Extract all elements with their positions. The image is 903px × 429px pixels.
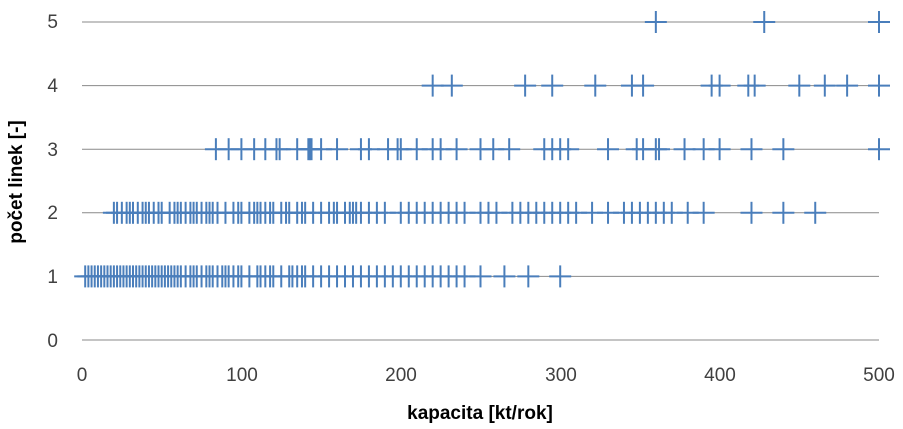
data-point-plus-marker xyxy=(740,201,763,224)
data-point-plus-marker xyxy=(804,201,827,224)
data-point-plus-marker xyxy=(648,138,671,161)
x-axis-tick-labels: 0 100 200 300 400 500 xyxy=(77,365,895,386)
x-tick-label: 400 xyxy=(704,365,736,386)
data-point-plus-marker xyxy=(644,11,667,33)
x-tick-label: 300 xyxy=(545,365,577,386)
data-point-plus-marker xyxy=(498,138,521,161)
y-tick-label: 3 xyxy=(47,140,58,161)
data-point-plus-marker xyxy=(357,138,380,161)
data-point-plus-marker xyxy=(788,74,811,97)
data-point-plus-marker xyxy=(445,138,468,161)
data-point-plus-marker xyxy=(868,138,890,161)
data-point-plus-marker xyxy=(493,265,516,288)
data-point-plus-marker xyxy=(772,138,795,161)
data-point-plus-marker xyxy=(421,74,444,97)
data-point-plus-marker xyxy=(557,138,580,161)
data-point-plus-marker xyxy=(632,74,655,97)
data-point-plus-marker xyxy=(517,265,540,288)
x-tick-label: 0 xyxy=(77,365,88,386)
data-point-plus-marker xyxy=(673,138,696,161)
data-point-plus-marker xyxy=(692,201,715,224)
x-tick-label: 500 xyxy=(863,365,895,386)
data-point-plus-marker xyxy=(753,11,776,33)
data-point-plus-marker xyxy=(597,138,620,161)
data-point-plus-marker xyxy=(708,138,731,161)
x-tick-label: 100 xyxy=(226,365,258,386)
data-point-plus-marker xyxy=(743,74,766,97)
gridlines xyxy=(82,21,879,341)
y-tick-label: 0 xyxy=(47,331,58,352)
y-axis-title: počet linek [-] xyxy=(6,120,27,244)
y-tick-label: 2 xyxy=(47,203,58,224)
y-axis-tick-labels: 0 1 2 3 4 5 xyxy=(47,12,58,352)
data-point-plus-marker xyxy=(708,74,731,97)
data-point-plus-marker xyxy=(514,74,537,97)
data-point-plus-marker xyxy=(440,74,463,97)
y-tick-label: 5 xyxy=(47,12,58,33)
x-tick-label: 200 xyxy=(385,365,417,386)
data-point-plus-marker xyxy=(868,74,890,97)
data-point-plus-marker xyxy=(836,74,859,97)
data-point-plus-marker xyxy=(740,138,763,161)
data-point-plus-marker xyxy=(469,265,492,288)
y-tick-label: 1 xyxy=(47,267,58,288)
x-axis-title: kapacita [kt/rok] xyxy=(407,403,553,424)
data-point-plus-marker xyxy=(813,74,836,97)
data-point-plus-marker xyxy=(584,74,607,97)
data-points xyxy=(74,11,890,288)
data-point-plus-marker xyxy=(549,265,572,288)
data-point-plus-marker xyxy=(868,11,890,33)
data-point-plus-marker xyxy=(772,201,795,224)
data-point-plus-marker xyxy=(326,138,349,161)
data-point-plus-marker xyxy=(541,74,564,97)
y-tick-label: 4 xyxy=(47,76,58,97)
